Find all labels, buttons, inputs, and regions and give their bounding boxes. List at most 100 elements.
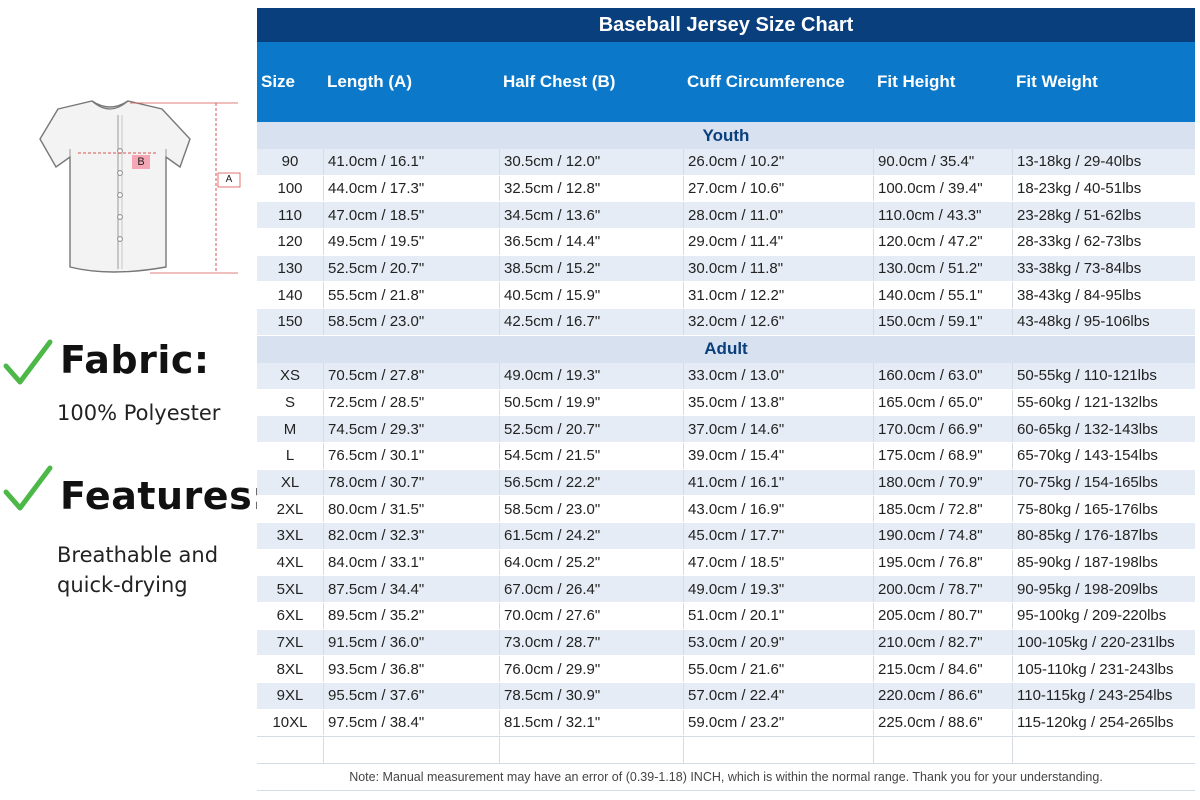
table-cell: 56.5cm / 22.2" [499, 469, 683, 496]
table-cell: 87.5cm / 34.4" [323, 576, 499, 602]
table-cell: 59.0cm / 23.2" [683, 709, 873, 736]
table-cell: 82.0cm / 32.3" [323, 522, 499, 549]
table-cell: 52.5cm / 20.7" [323, 255, 499, 282]
table-cell: 58.5cm / 23.0" [499, 496, 683, 522]
section-label-youth: Youth [257, 122, 1195, 149]
table-cell: 37.0cm / 14.6" [683, 416, 873, 442]
table-cell: 6XL [276, 607, 304, 625]
features-text-line1: Breathable and [57, 543, 219, 567]
table-cell: M [283, 420, 297, 438]
table-cell: 130.0cm / 51.2" [873, 255, 1012, 282]
table-cell: 34.5cm / 13.6" [499, 202, 683, 229]
table-cell: 130 [277, 260, 303, 278]
table-cell: 54.5cm / 21.5" [499, 442, 683, 469]
table-cell: 78.5cm / 30.9" [499, 683, 683, 709]
table-cell: 41.0cm / 16.1" [683, 469, 873, 496]
table-cell: 75-80kg / 165-176lbs [1012, 496, 1195, 522]
table-cell: 55.5cm / 21.8" [323, 282, 499, 309]
fabric-text: 100% Polyester [57, 401, 221, 425]
empty-cell [1012, 737, 1195, 764]
table-cell: 100 [277, 180, 303, 198]
table-row: 10XL 97.5cm / 38.4" 81.5cm / 32.1" 59.0cm /… [257, 709, 1195, 737]
table-cell: XL [280, 473, 300, 491]
table-row: 4XL 84.0cm / 33.1" 64.0cm / 25.2" 47.0cm / … [257, 549, 1195, 577]
table-row: XL 78.0cm / 30.7" 56.5cm / 22.2" 41.0cm / 1… [257, 469, 1195, 497]
table-cell: 26.0cm / 10.2" [683, 149, 873, 175]
table-row: 100 44.0cm / 17.3" 32.5cm / 12.8" 27.0cm / … [257, 175, 1195, 203]
table-cell: 140.0cm / 55.1" [873, 282, 1012, 309]
table-row: 2XL 80.0cm / 31.5" 58.5cm / 23.0" 43.0cm / … [257, 496, 1195, 523]
column-header-size: Size [261, 72, 296, 91]
table-cell: 205.0cm / 80.7" [873, 603, 1012, 629]
size-chart-table: Baseball Jersey Size Chart Size Length (… [257, 8, 1195, 792]
table-cell: 225.0cm / 88.6" [873, 709, 1012, 736]
features-heading: Features: [60, 474, 268, 518]
table-cell: 36.5cm / 14.4" [499, 229, 683, 255]
table-cell: 43-48kg / 95-106lbs [1012, 309, 1195, 335]
table-cell: 50.5cm / 19.9" [499, 389, 683, 416]
table-cell: 61.5cm / 24.2" [499, 522, 683, 549]
jersey-label-a: A [225, 174, 233, 185]
table-cell: S [284, 393, 295, 411]
table-row: 7XL 91.5cm / 36.0" 73.0cm / 28.7" 53.0cm / … [257, 629, 1195, 657]
table-cell: 47.0cm / 18.5" [683, 549, 873, 576]
table-cell: 32.5cm / 12.8" [499, 175, 683, 202]
table-cell: XS [279, 367, 300, 385]
table-row: M 74.5cm / 29.3" 52.5cm / 20.7" 37.0cm / 14… [257, 416, 1195, 443]
table-cell: 170.0cm / 66.9" [873, 416, 1012, 442]
table-cell: 64.0cm / 25.2" [499, 549, 683, 576]
table-cell: 78.0cm / 30.7" [323, 469, 499, 496]
table-cell: 150 [277, 313, 303, 331]
table-cell: 57.0cm / 22.4" [683, 683, 873, 709]
empty-cell [683, 737, 873, 764]
table-row: 6XL 89.5cm / 35.2" 70.0cm / 27.6" 51.0cm / … [257, 603, 1195, 630]
table-row: 3XL 82.0cm / 32.3" 61.5cm / 24.2" 45.0cm / … [257, 522, 1195, 550]
section-label-adult: Adult [257, 335, 1195, 363]
table-cell: 95-100kg / 209-220lbs [1012, 603, 1195, 629]
table-cell: 90 [281, 153, 299, 171]
table-cell: 50-55kg / 110-121lbs [1012, 362, 1195, 389]
table-cell: 95.5cm / 37.6" [323, 683, 499, 709]
table-cell: 180.0cm / 70.9" [873, 469, 1012, 496]
table-cell: 23-28kg / 51-62lbs [1012, 202, 1195, 229]
table-cell: 30.5cm / 12.0" [499, 149, 683, 175]
table-cell: 39.0cm / 15.4" [683, 442, 873, 469]
column-header-half-chest: Half Chest (B) [503, 72, 616, 91]
table-cell: 58.5cm / 23.0" [323, 309, 499, 335]
table-cell: 81.5cm / 32.1" [499, 709, 683, 736]
table-title: Baseball Jersey Size Chart [257, 8, 1195, 42]
table-cell: 115-120kg / 254-265lbs [1012, 709, 1195, 736]
table-cell: 28.0cm / 11.0" [683, 202, 873, 229]
column-header-cuff: Cuff Circumference [687, 72, 845, 91]
column-header-fit-height: Fit Height [877, 72, 956, 91]
table-cell: 51.0cm / 20.1" [683, 603, 873, 629]
table-cell: 4XL [276, 553, 304, 571]
table-cell: 70-75kg / 154-165lbs [1012, 469, 1195, 496]
fabric-heading: Fabric: [60, 338, 210, 382]
table-cell: 9XL [276, 687, 304, 705]
table-cell: 80.0cm / 31.5" [323, 496, 499, 522]
empty-cell [257, 737, 323, 763]
table-cell: 70.5cm / 27.8" [323, 362, 499, 389]
table-row: 5XL 87.5cm / 34.4" 67.0cm / 26.4" 49.0cm / … [257, 576, 1195, 603]
table-row: L 76.5cm / 30.1" 54.5cm / 21.5" 39.0cm / 15… [257, 442, 1195, 470]
table-cell: 120.0cm / 47.2" [873, 229, 1012, 255]
table-cell: 175.0cm / 68.9" [873, 442, 1012, 469]
table-cell: 220.0cm / 86.6" [873, 683, 1012, 709]
table-cell: 28-33kg / 62-73lbs [1012, 229, 1195, 255]
table-cell: 55.0cm / 21.6" [683, 656, 873, 683]
table-cell: 105-110kg / 231-243lbs [1012, 656, 1195, 683]
table-cell: 90-95kg / 198-209lbs [1012, 576, 1195, 602]
table-cell: 215.0cm / 84.6" [873, 656, 1012, 683]
table-cell: 53.0cm / 20.9" [683, 629, 873, 656]
table-cell: 8XL [276, 660, 304, 678]
table-cell: 55-60kg / 121-132lbs [1012, 389, 1195, 416]
table-cell: 38.5cm / 15.2" [499, 255, 683, 282]
table-cell: 76.0cm / 29.9" [499, 656, 683, 683]
table-cell: 52.5cm / 20.7" [499, 416, 683, 442]
table-cell: 49.0cm / 19.3" [499, 362, 683, 389]
adult-rows: XS 70.5cm / 27.8" 49.0cm / 19.3" 33.0cm / 1… [257, 362, 1195, 737]
table-cell: 44.0cm / 17.3" [323, 175, 499, 202]
table-cell: 190.0cm / 74.8" [873, 522, 1012, 549]
table-cell: 84.0cm / 33.1" [323, 549, 499, 576]
